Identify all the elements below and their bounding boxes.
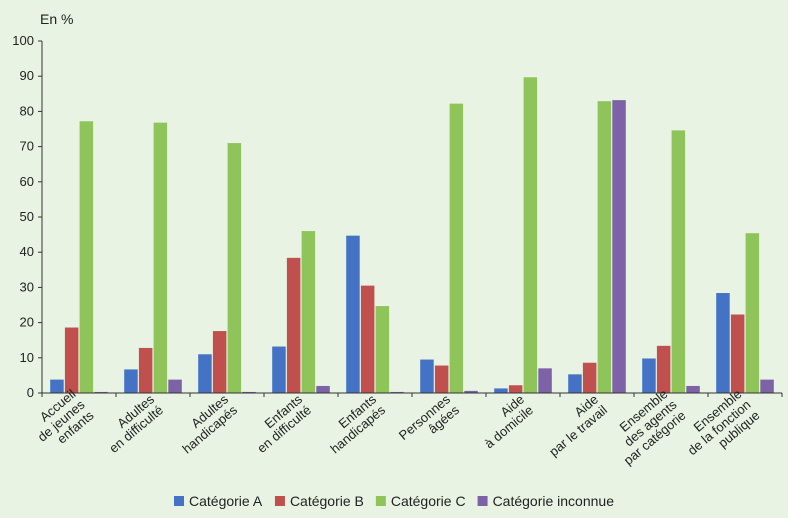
bar <box>346 235 360 393</box>
y-tick-label: 10 <box>20 350 34 365</box>
x-axis: Accueilde jeunesenfants Adultesen difficu… <box>26 386 783 469</box>
bar <box>212 331 227 393</box>
x-category-label: Aidepar le travail <box>537 391 610 459</box>
bar <box>420 359 434 393</box>
x-category-label: Aideà domicile <box>473 392 536 452</box>
bar <box>286 257 301 393</box>
y-tick-label: 0 <box>27 385 34 400</box>
x-category-label: Ensembledes agentspar catégorie <box>603 386 689 468</box>
y-tick-label: 30 <box>20 279 34 294</box>
bar <box>360 285 375 393</box>
bar <box>582 362 597 393</box>
bar <box>434 365 449 393</box>
bar <box>508 385 523 393</box>
bar <box>464 390 478 393</box>
x-category-label: Adulteshandicapés <box>170 391 240 456</box>
x-category-label: Enfantshandicapés <box>318 391 388 456</box>
y-tick-label: 60 <box>20 174 34 189</box>
x-category-label: Accueilde jeunesenfants <box>26 386 97 456</box>
x-category-label: Enfantsen difficulté <box>245 391 314 456</box>
bar <box>153 122 168 393</box>
bars <box>50 77 774 394</box>
legend: Catégorie A Catégorie B Catégorie C Catégor… <box>174 493 614 509</box>
bar <box>686 385 700 393</box>
x-category-label: Personnesâgées <box>396 391 463 453</box>
legend-label: Catégorie B <box>290 493 364 509</box>
y-tick-label: 80 <box>20 103 34 118</box>
y-tick-label: 40 <box>20 244 34 259</box>
bar <box>124 369 138 393</box>
bar <box>50 379 64 393</box>
legend-swatch <box>174 496 185 506</box>
x-category-label: Ensemblede la fonctionpublique <box>676 386 763 469</box>
bar <box>227 143 242 393</box>
bar <box>375 306 390 393</box>
bar <box>390 391 404 393</box>
bar <box>745 233 760 393</box>
bar <box>79 121 94 394</box>
y-tick-label: 70 <box>20 139 34 154</box>
bar <box>449 103 464 393</box>
bar <box>64 327 79 393</box>
bar <box>494 388 508 393</box>
legend-label: Catégorie A <box>189 493 263 509</box>
bar <box>538 368 552 393</box>
bar <box>242 391 256 393</box>
bar <box>523 77 538 394</box>
y-tick-label: 20 <box>20 315 34 330</box>
legend-label: Catégorie C <box>391 493 466 509</box>
y-tick-label: 90 <box>20 68 34 83</box>
bar <box>760 379 774 393</box>
bar <box>716 293 730 393</box>
bar <box>730 314 745 393</box>
bar <box>94 391 108 393</box>
legend-swatch <box>375 496 386 506</box>
bar <box>568 374 582 393</box>
bar <box>301 231 316 393</box>
y-axis: 0 10 20 30 40 50 60 70 80 90 100 <box>12 33 43 400</box>
bar <box>642 358 656 393</box>
y-tick-label: 50 <box>20 209 34 224</box>
bar <box>671 130 686 393</box>
bar <box>168 379 182 393</box>
bar <box>198 354 212 393</box>
bar <box>138 347 153 393</box>
y-tick-label: 100 <box>12 33 34 48</box>
legend-swatch <box>477 496 488 506</box>
bar <box>272 346 286 393</box>
legend-swatch <box>274 496 285 506</box>
unit-label: En % <box>40 11 73 27</box>
bar <box>612 100 626 394</box>
bar <box>316 385 330 393</box>
legend-label: Catégorie inconnue <box>493 493 615 509</box>
x-category-label: Adultesen difficulté <box>97 391 166 456</box>
bar <box>597 101 612 393</box>
bar <box>656 345 671 393</box>
